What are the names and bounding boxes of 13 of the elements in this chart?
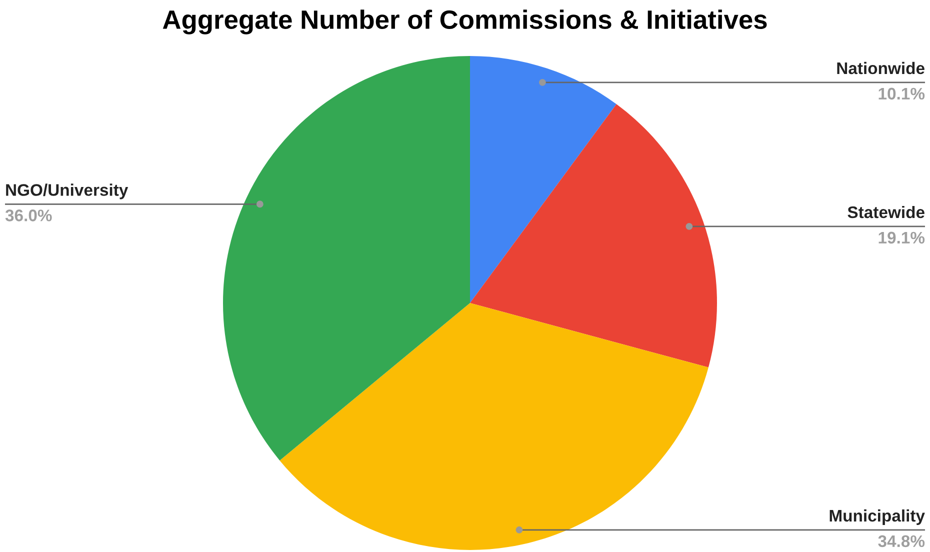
- slice-label: NGO/University: [6, 184, 128, 200]
- pie-slice: [470, 56, 616, 303]
- slice-label: Nationwide: [837, 62, 924, 74]
- data-label: 10.1%: [878, 88, 925, 100]
- chart-title: Aggregate Number of Commissions & Initiatives: [162, 10, 767, 34]
- data-label: 36.0%: [5, 210, 52, 222]
- slice-label: Statewide: [848, 206, 924, 218]
- pie-slice: [280, 303, 708, 550]
- pie-slice: [223, 56, 470, 460]
- slice-label: Municipality: [830, 509, 925, 525]
- data-label: 19.1%: [878, 232, 925, 244]
- data-label: 34.8%: [878, 535, 925, 548]
- pie-slice: [470, 104, 717, 368]
